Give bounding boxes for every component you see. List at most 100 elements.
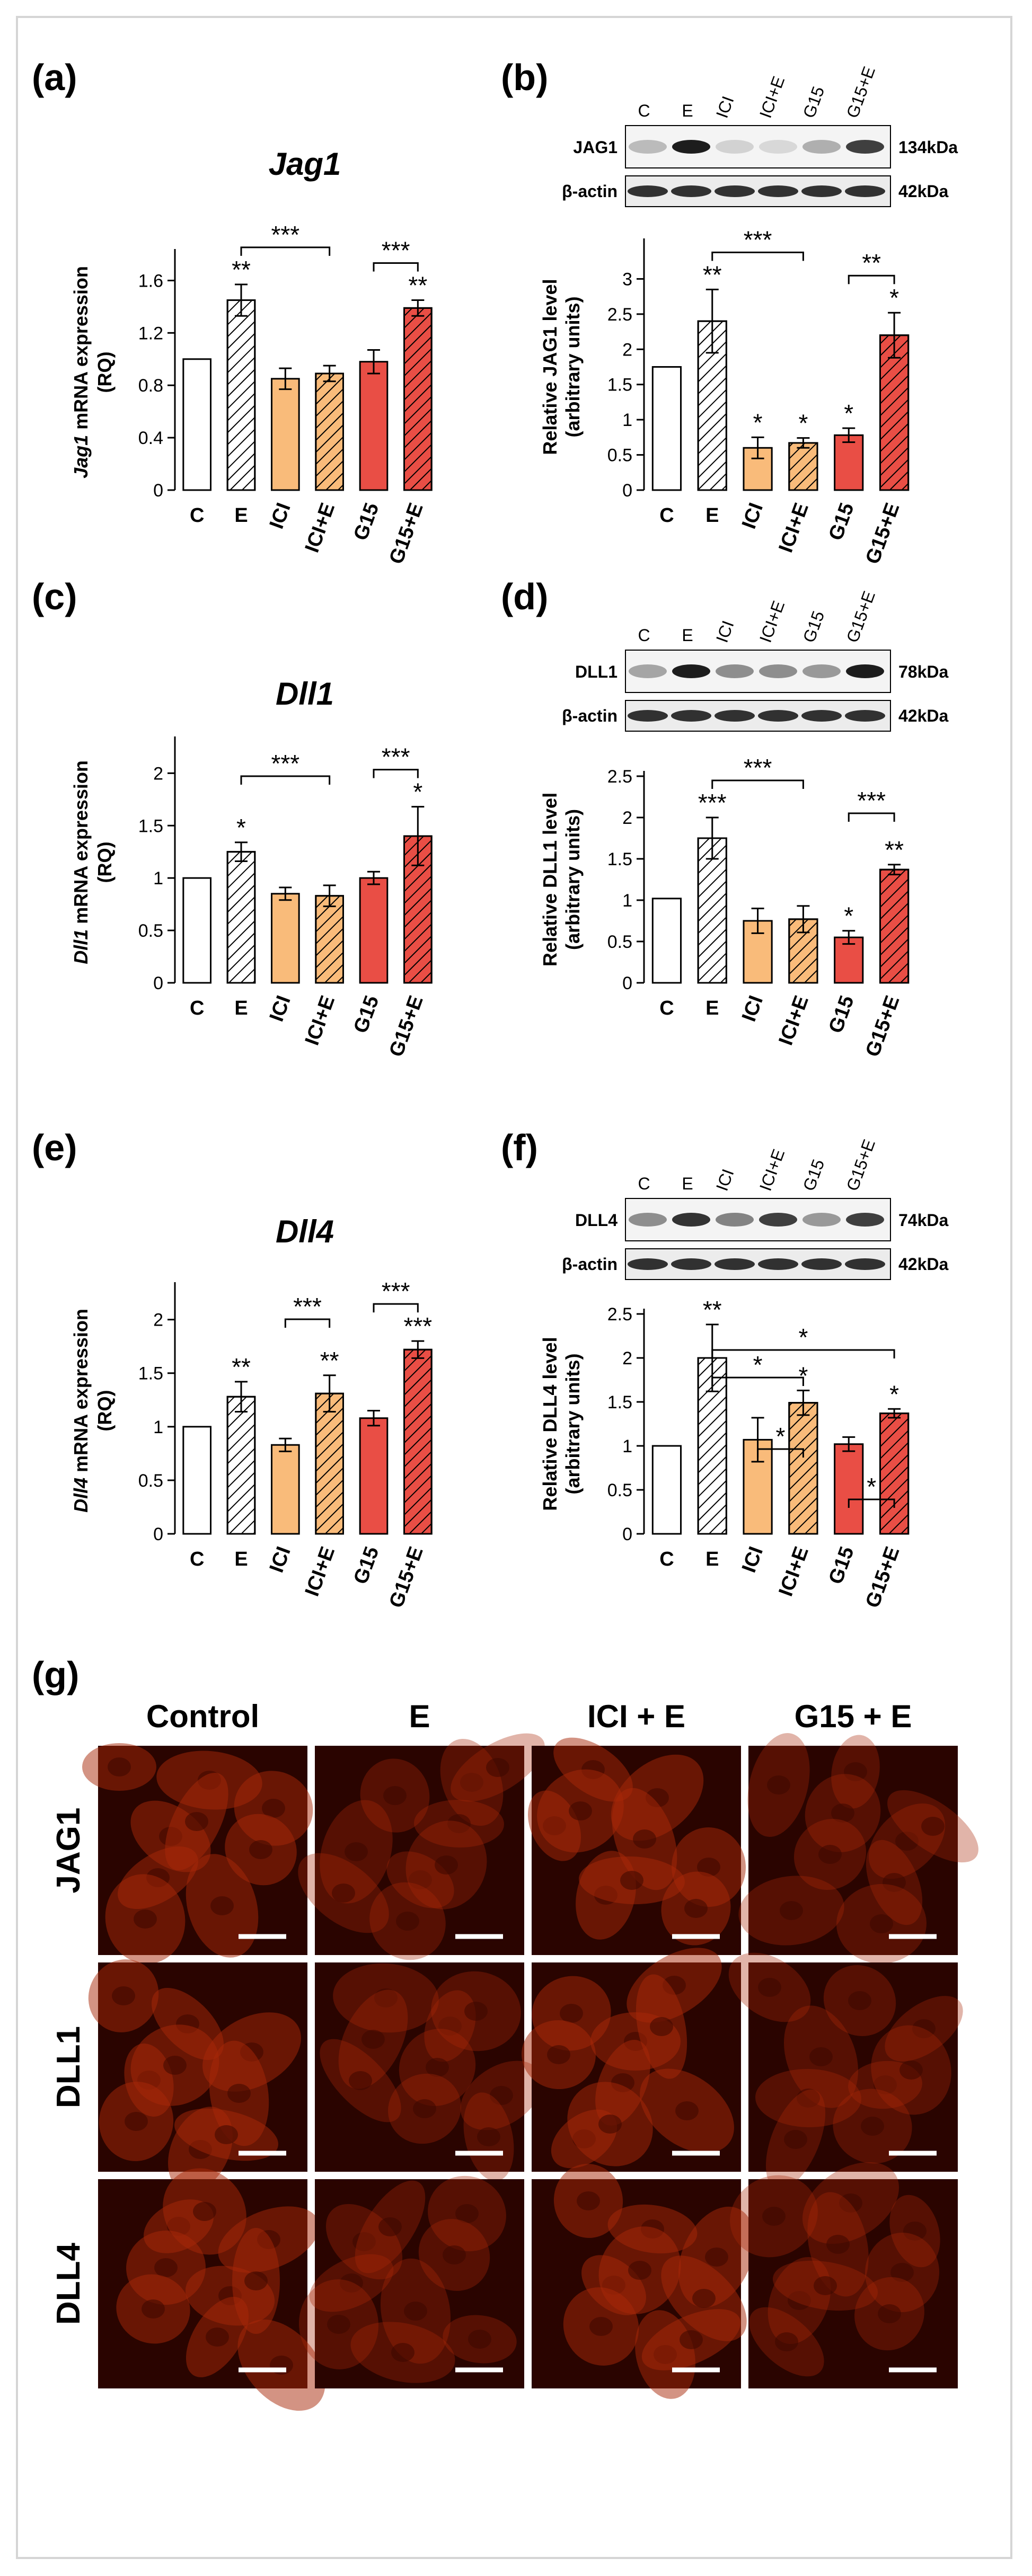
blot-lane-label: G15 [799,84,828,120]
actin-band [671,710,711,722]
if-nucleus [486,1758,509,1777]
significance-bracket [373,769,419,778]
blot-band [846,664,884,678]
y-tick-label: 0.4 [138,428,163,448]
if-column-label: Control [146,1699,259,1734]
y-tick-label: 2 [622,340,632,360]
chart-f: 0 0.5 1 1.5 2 2.5 Relative DLL4 level (arbitrar… [539,1296,910,1611]
if-row-label: DLL1 [50,2026,87,2108]
y-axis-text: mRNA expression [70,1309,92,1472]
panel-letter-f: (f) [501,1127,538,1168]
bracket-label: *** [271,750,299,777]
chart-title-a: Jag1 [269,146,341,182]
if-nucleus [577,2191,600,2210]
y-tick-label: 0 [622,481,632,501]
if-image-JAG1-1 [298,1733,545,1960]
x-category-label: G15 [349,1544,383,1587]
bar-hatch-ICI+E [315,372,344,491]
if-nucleus [435,1855,458,1875]
if-nucleus [460,1773,483,1792]
y-tick-label: 1 [153,1417,163,1437]
y-tick-label: 1.5 [138,1364,163,1384]
y-tick-label: 0.5 [607,1480,632,1500]
if-image-DLL1-0 [88,1959,307,2192]
if-column-label: G15 + E [795,1699,912,1734]
bar-hatch-G15+E [879,334,910,491]
if-image-DLL4-3 [730,2162,958,2388]
if-nucleus [383,1786,407,1805]
if-nucleus [650,2017,673,2036]
y-tick-label: 2.5 [607,305,632,325]
actin-band [758,710,798,722]
if-nucleus [193,2202,216,2221]
x-category-label: G15 [349,500,383,544]
if-nucleus [142,2299,165,2319]
y-tick-label: 1.6 [138,271,163,291]
x-category-label: ICI [266,1544,295,1576]
y-axis-label: Dll1 mRNA expression [70,760,92,964]
x-category-label: ICI+E [301,500,339,556]
if-nucleus [409,1870,432,1889]
y-tick-label: 1 [153,868,163,889]
if-nucleus [490,2086,513,2105]
y-axis-gene: Dll4 [70,1472,92,1513]
y-axis-unit: (RQ) [94,352,116,393]
significance-star: ** [232,1353,251,1381]
x-category-label: G15 [349,993,383,1036]
if-image-JAG1-3 [738,1733,978,1964]
x-category-label: ICI [266,500,295,532]
panel-letter-c: (c) [32,576,77,617]
blot-band [759,664,797,678]
y-tick-label: 2 [622,1348,632,1369]
if-nucleus [244,2271,268,2290]
blot-lane-label: E [682,626,693,645]
bar-hatch-ICI+E [788,1402,818,1535]
significance-star: * [844,399,853,427]
if-nucleus [814,2276,837,2295]
if-nucleus [262,1799,285,1818]
blot-actin-kda: 42kDa [898,706,949,725]
significance-star: * [413,778,422,806]
bar-hatch-G15+E [879,868,910,984]
if-nucleus [108,1757,131,1776]
significance-star: * [753,408,763,436]
y-tick-label: 1 [622,410,632,430]
if-nucleus [352,2232,376,2251]
if-nucleus [899,2060,923,2080]
if-nucleus [345,1842,368,1861]
actin-band [801,710,842,722]
blot-band [629,664,667,678]
if-nucleus [797,2089,820,2108]
blot-lane-label: E [682,1174,693,1193]
significance-star: * [798,410,808,437]
actin-band [671,185,711,197]
blot-lane-label: ICI [712,1167,738,1194]
if-nucleus [788,2291,811,2310]
blot-target-kda: 78kDa [898,662,949,681]
if-nucleus [413,2099,436,2118]
bracket-label: *** [857,787,886,814]
x-category-label: C [659,504,674,527]
if-nucleus [443,2245,466,2264]
panel-letter-e: (e) [32,1127,77,1168]
bar-hatch-E [226,851,256,984]
blot-band [672,1213,710,1227]
bracket-label: *** [744,226,772,253]
significance-bracket [240,775,331,785]
if-nucleus [560,2004,583,2023]
if-nucleus [675,2101,699,2120]
actin-band [801,185,842,197]
y-axis-label-line2: (arbitrary units) [562,1353,584,1494]
blot-actin-kda: 42kDa [898,1255,949,1274]
blot-band [802,140,841,154]
if-nucleus [185,1812,208,1831]
blot-target-label: DLL4 [575,1211,618,1230]
significance-star: ** [408,272,427,299]
blot-target-box [625,125,891,168]
y-tick-label: 3 [622,269,632,289]
actin-band [801,1258,842,1270]
panel-letter-b: (b) [501,57,548,98]
bracket-label: *** [293,1293,322,1320]
if-nucleus [890,2263,914,2282]
